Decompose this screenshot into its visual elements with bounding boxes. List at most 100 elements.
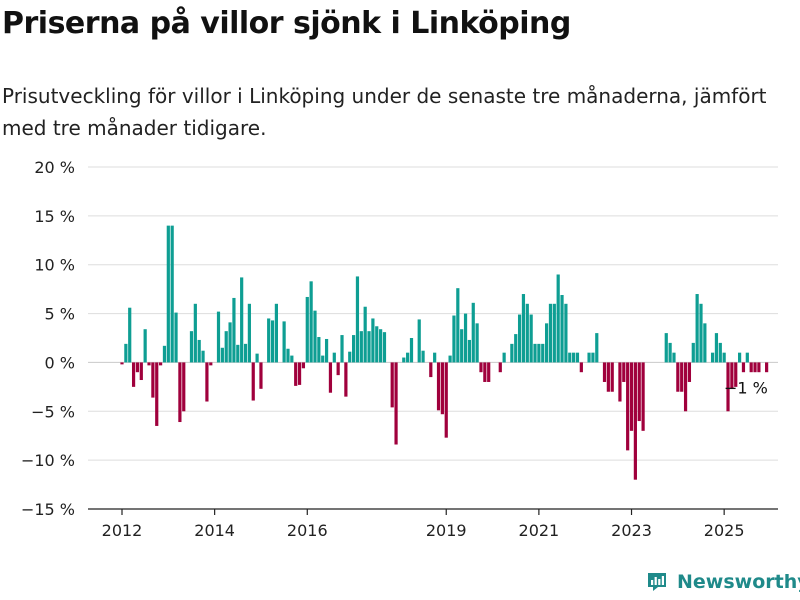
bar xyxy=(545,323,549,363)
bar xyxy=(595,333,599,363)
bar xyxy=(541,343,545,363)
bar xyxy=(587,352,591,363)
y-axis-labels: 20 % 15 % 10 % 5 % 0 % −5 % −10 % −15 % xyxy=(21,158,75,519)
bar xyxy=(676,362,680,392)
bar xyxy=(749,362,753,373)
bar-chart: 20 %15 %10 %5 %0 %−5 %−10 %−15 % 2012 201… xyxy=(21,158,778,540)
bar xyxy=(274,303,278,363)
bar xyxy=(321,355,325,363)
bar xyxy=(247,303,251,363)
bar xyxy=(301,362,306,369)
bar xyxy=(305,296,309,363)
bar xyxy=(537,343,541,363)
bar xyxy=(456,288,460,363)
bar xyxy=(170,225,174,363)
y-tick-label: −5 % xyxy=(31,402,75,421)
bar xyxy=(336,362,340,376)
bar xyxy=(317,337,321,363)
bar xyxy=(332,352,336,363)
bar xyxy=(560,295,564,363)
bar xyxy=(159,362,163,366)
bar xyxy=(533,343,537,363)
bar xyxy=(734,362,738,387)
bar xyxy=(757,362,761,373)
bar xyxy=(618,362,622,402)
bar xyxy=(433,352,437,363)
bar xyxy=(151,362,155,398)
bar xyxy=(517,314,522,363)
bar xyxy=(510,343,514,363)
x-tick-label: 2021 xyxy=(519,521,560,540)
bar xyxy=(591,352,595,363)
bar xyxy=(575,352,580,363)
bar xyxy=(765,362,769,373)
bar xyxy=(564,303,568,363)
x-tick-label: 2025 xyxy=(704,521,745,540)
bar xyxy=(240,277,244,363)
bar xyxy=(556,274,560,363)
bar xyxy=(610,362,614,392)
bar xyxy=(166,225,170,363)
bar xyxy=(139,362,143,381)
bar xyxy=(124,343,128,363)
bar xyxy=(683,362,688,412)
y-tick-label: 0 % xyxy=(45,353,75,372)
bar xyxy=(232,297,236,363)
bar xyxy=(529,314,533,363)
bar xyxy=(367,331,371,363)
bar xyxy=(722,352,726,363)
bar xyxy=(668,342,672,363)
bar xyxy=(290,355,294,363)
bar xyxy=(730,362,734,389)
bar xyxy=(525,303,529,363)
bar xyxy=(738,352,742,363)
bar xyxy=(147,362,151,366)
bar xyxy=(502,352,506,363)
last-value-label: −1 % xyxy=(724,379,768,398)
annotations: −1 % xyxy=(724,379,768,398)
bar xyxy=(352,335,356,363)
bar xyxy=(487,362,491,382)
bar xyxy=(417,319,421,363)
bar xyxy=(572,352,576,363)
bar xyxy=(664,333,668,363)
bar xyxy=(741,362,746,373)
bar xyxy=(475,323,479,363)
bar xyxy=(402,357,406,363)
bar xyxy=(680,362,684,392)
bar xyxy=(691,342,695,363)
bar xyxy=(363,306,367,363)
bar xyxy=(699,303,703,363)
bar xyxy=(270,320,275,363)
bar xyxy=(178,362,182,423)
bar xyxy=(602,362,607,382)
bar xyxy=(552,303,556,363)
bar xyxy=(216,311,221,363)
bar xyxy=(394,362,398,445)
bar xyxy=(436,362,441,411)
bar xyxy=(197,339,201,363)
bar xyxy=(444,362,448,438)
bar xyxy=(753,362,757,373)
bar xyxy=(324,338,329,363)
bar xyxy=(182,362,186,412)
y-tick-label: 10 % xyxy=(34,256,75,275)
x-tick-label: 2012 xyxy=(102,521,143,540)
bar xyxy=(626,362,630,451)
bar xyxy=(193,303,197,363)
y-tick-label: 15 % xyxy=(34,207,75,226)
bar xyxy=(297,362,302,385)
bar xyxy=(375,326,379,363)
bar xyxy=(641,362,645,431)
bar xyxy=(236,344,240,363)
bar xyxy=(209,362,213,366)
bar xyxy=(135,362,140,373)
bar xyxy=(568,352,572,363)
bar xyxy=(467,339,471,363)
bar xyxy=(205,362,209,402)
bar xyxy=(371,318,375,363)
bar xyxy=(309,281,313,363)
bar xyxy=(251,362,255,401)
bar xyxy=(633,362,637,480)
bar xyxy=(379,329,383,363)
